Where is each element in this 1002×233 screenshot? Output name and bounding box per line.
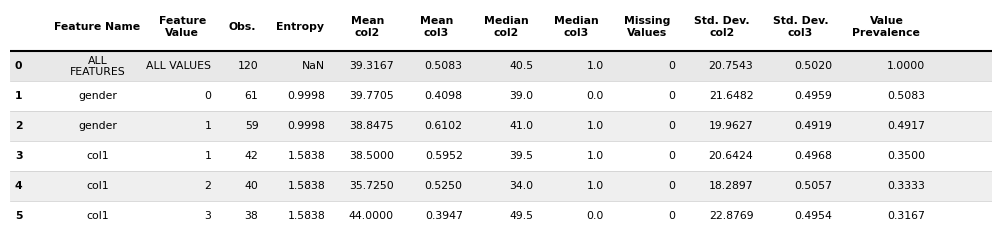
Text: 0.4959: 0.4959: [794, 91, 832, 101]
Text: 1: 1: [204, 121, 211, 131]
Text: 34.0: 34.0: [509, 181, 533, 191]
Text: Entropy: Entropy: [276, 22, 324, 32]
Text: 0.3333: 0.3333: [888, 181, 925, 191]
FancyBboxPatch shape: [10, 81, 992, 111]
Text: 0: 0: [667, 61, 674, 71]
Text: 22.8769: 22.8769: [708, 211, 754, 221]
Text: 40: 40: [244, 181, 259, 191]
Text: gender: gender: [78, 91, 117, 101]
Text: 19.9627: 19.9627: [708, 121, 754, 131]
FancyBboxPatch shape: [10, 201, 992, 231]
Text: 2: 2: [204, 181, 211, 191]
Text: 44.0000: 44.0000: [349, 211, 394, 221]
Text: 1: 1: [204, 151, 211, 161]
Text: 0: 0: [667, 121, 674, 131]
Text: 18.2897: 18.2897: [708, 181, 754, 191]
FancyBboxPatch shape: [10, 141, 992, 171]
Text: Missing
Values: Missing Values: [624, 16, 670, 38]
Text: gender: gender: [78, 121, 117, 131]
Text: 38.5000: 38.5000: [349, 151, 394, 161]
Text: Mean
col3: Mean col3: [420, 16, 453, 38]
Text: 38.8475: 38.8475: [350, 121, 394, 131]
Text: 3: 3: [204, 211, 211, 221]
Text: 5: 5: [15, 211, 22, 221]
Text: 59: 59: [244, 121, 259, 131]
Text: 2: 2: [15, 121, 23, 131]
Text: 39.3167: 39.3167: [350, 61, 394, 71]
Text: 1.0: 1.0: [587, 121, 604, 131]
Text: 0: 0: [667, 91, 674, 101]
Text: ALL VALUES: ALL VALUES: [146, 61, 211, 71]
Text: Obs.: Obs.: [229, 22, 257, 32]
Text: 0.4917: 0.4917: [888, 121, 925, 131]
FancyBboxPatch shape: [10, 111, 992, 141]
Text: 0: 0: [667, 151, 674, 161]
Text: Mean
col2: Mean col2: [351, 16, 384, 38]
Text: col1: col1: [86, 211, 109, 221]
Text: 0.5952: 0.5952: [425, 151, 463, 161]
Text: 1.0: 1.0: [587, 151, 604, 161]
Text: 0.5250: 0.5250: [425, 181, 463, 191]
Text: Std. Dev.
col3: Std. Dev. col3: [773, 16, 829, 38]
Text: 0.4954: 0.4954: [794, 211, 832, 221]
Text: 0.3947: 0.3947: [425, 211, 463, 221]
Text: 39.0: 39.0: [509, 91, 533, 101]
Text: 0.0: 0.0: [587, 211, 604, 221]
Text: 0: 0: [204, 91, 211, 101]
Text: NaN: NaN: [303, 61, 326, 71]
Text: 1.5838: 1.5838: [288, 151, 326, 161]
Text: 61: 61: [244, 91, 259, 101]
FancyBboxPatch shape: [10, 171, 992, 201]
Text: col1: col1: [86, 181, 109, 191]
Text: 1.5838: 1.5838: [288, 181, 326, 191]
Text: 35.7250: 35.7250: [350, 181, 394, 191]
Text: 20.7543: 20.7543: [708, 61, 754, 71]
Text: 0.5057: 0.5057: [794, 181, 832, 191]
Text: 1.0: 1.0: [587, 61, 604, 71]
Text: 0.0: 0.0: [587, 91, 604, 101]
Text: 4: 4: [15, 181, 23, 191]
Text: Feature Name: Feature Name: [54, 22, 140, 32]
Text: 0.5020: 0.5020: [794, 61, 832, 71]
Text: 0.9998: 0.9998: [288, 91, 326, 101]
Text: 0.5083: 0.5083: [887, 91, 925, 101]
Text: 39.7705: 39.7705: [350, 91, 394, 101]
Text: 3: 3: [15, 151, 23, 161]
Text: 49.5: 49.5: [509, 211, 533, 221]
Text: 0: 0: [667, 211, 674, 221]
Text: Median
col2: Median col2: [484, 16, 528, 38]
Text: 21.6482: 21.6482: [708, 91, 754, 101]
FancyBboxPatch shape: [10, 2, 992, 51]
Text: 38: 38: [244, 211, 259, 221]
Text: 1.0: 1.0: [587, 181, 604, 191]
Text: 0: 0: [667, 181, 674, 191]
Text: 0.6102: 0.6102: [425, 121, 463, 131]
Text: 0: 0: [15, 61, 22, 71]
Text: 0.9998: 0.9998: [288, 121, 326, 131]
Text: 1: 1: [15, 91, 22, 101]
Text: 42: 42: [244, 151, 259, 161]
FancyBboxPatch shape: [10, 51, 992, 81]
Text: col1: col1: [86, 151, 109, 161]
Text: 0.4968: 0.4968: [794, 151, 832, 161]
Text: Feature
Value: Feature Value: [158, 16, 206, 38]
Text: 20.6424: 20.6424: [708, 151, 754, 161]
Text: Median
col3: Median col3: [554, 16, 599, 38]
Text: 0.4098: 0.4098: [425, 91, 463, 101]
Text: 39.5: 39.5: [509, 151, 533, 161]
Text: Std. Dev.
col2: Std. Dev. col2: [694, 16, 749, 38]
Text: 0.3167: 0.3167: [888, 211, 925, 221]
Text: 0.5083: 0.5083: [425, 61, 463, 71]
Text: Value
Prevalence: Value Prevalence: [853, 16, 921, 38]
Text: 0.4919: 0.4919: [794, 121, 832, 131]
Text: 0.3500: 0.3500: [887, 151, 925, 161]
Text: 120: 120: [237, 61, 259, 71]
Text: 41.0: 41.0: [509, 121, 533, 131]
Text: 1.5838: 1.5838: [288, 211, 326, 221]
Text: 1.0000: 1.0000: [887, 61, 925, 71]
Text: ALL
FEATURES: ALL FEATURES: [69, 55, 125, 77]
Text: 40.5: 40.5: [509, 61, 533, 71]
